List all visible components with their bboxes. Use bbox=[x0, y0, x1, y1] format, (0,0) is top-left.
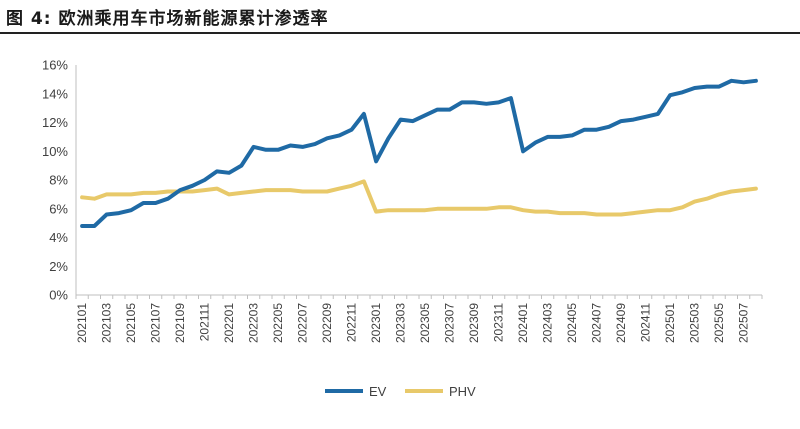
x-tick-label: 202307 bbox=[443, 303, 457, 343]
series-lines bbox=[80, 78, 758, 228]
x-tick-label: 202407 bbox=[590, 303, 604, 343]
x-tick-label: 202301 bbox=[369, 303, 383, 343]
legend: EV PHV bbox=[325, 384, 476, 399]
x-tick-label: 202311 bbox=[492, 303, 506, 342]
x-tick-label: 202303 bbox=[394, 303, 408, 343]
y-tick-label: 2% bbox=[49, 259, 68, 274]
x-tick-labels: 202101 202103 202105 202107 202109 202111 2022… bbox=[75, 295, 763, 343]
x-tick-label: 202109 bbox=[173, 303, 187, 343]
x-tick-label: 202507 bbox=[737, 303, 751, 343]
x-tick-label: 202209 bbox=[320, 303, 334, 343]
axes bbox=[75, 65, 762, 296]
x-tick-label: 202211 bbox=[345, 303, 359, 342]
series-line-ev bbox=[80, 78, 758, 228]
x-tick-label: 202205 bbox=[271, 303, 285, 343]
legend-label-phv: PHV bbox=[449, 384, 476, 399]
x-tick-label: 202501 bbox=[663, 303, 677, 343]
x-tick-label: 202201 bbox=[222, 303, 236, 343]
x-tick-label: 202107 bbox=[149, 303, 163, 343]
x-tick-label: 202207 bbox=[296, 303, 310, 343]
x-tick-label: 202409 bbox=[614, 303, 628, 343]
x-tick-label: 202401 bbox=[516, 303, 530, 343]
y-tick-label: 4% bbox=[49, 230, 68, 245]
y-tick-label: 0% bbox=[49, 288, 68, 303]
y-tick-label: 16% bbox=[42, 58, 68, 73]
x-tick-label: 202101 bbox=[75, 303, 89, 343]
x-tick-label: 202505 bbox=[712, 303, 726, 343]
series-line-phv bbox=[80, 179, 758, 217]
x-tick-label: 202309 bbox=[467, 303, 481, 343]
y-tick-label: 8% bbox=[49, 173, 68, 188]
title-rule bbox=[0, 32, 800, 34]
y-tick-labels: 0% 2% 4% 6% 8% 10% 12% 14% 16% bbox=[42, 58, 68, 303]
x-tick-label: 202503 bbox=[688, 303, 702, 343]
x-tick-label: 202103 bbox=[100, 303, 114, 343]
y-tick-label: 10% bbox=[42, 144, 68, 159]
y-tick-label: 14% bbox=[42, 86, 68, 101]
x-tick-label: 202105 bbox=[124, 303, 138, 343]
y-tick-label: 12% bbox=[42, 115, 68, 130]
legend-label-ev: EV bbox=[369, 384, 387, 399]
x-tick-label: 202411 bbox=[639, 303, 653, 342]
figure-title: 图 4: 欧洲乘用车市场新能源累计渗透率 bbox=[6, 9, 329, 29]
y-tick-label: 6% bbox=[49, 201, 68, 216]
x-tick-label: 202305 bbox=[418, 303, 432, 343]
x-tick-label: 202111 bbox=[198, 303, 212, 342]
x-tick-label: 202203 bbox=[247, 303, 261, 343]
x-tick-label: 202405 bbox=[565, 303, 579, 343]
x-tick-label: 202403 bbox=[541, 303, 555, 343]
